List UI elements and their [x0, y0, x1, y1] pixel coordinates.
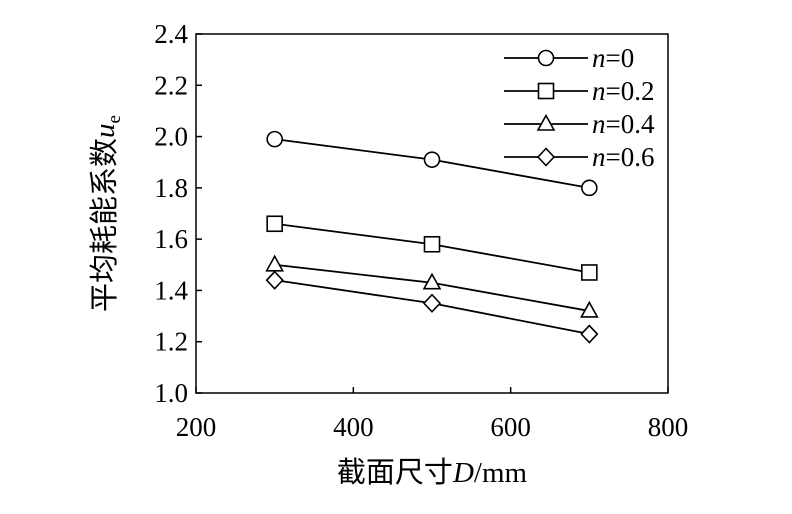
plot-frame: [195, 33, 669, 394]
data-point-diamond: [422, 293, 442, 313]
y-tick-label: 2.0: [154, 122, 188, 152]
y-tick-label: 1.0: [154, 378, 188, 408]
legend-label: n=0.2: [592, 76, 654, 106]
legend-marker-triangle: [536, 113, 556, 131]
y-tick-label: 1.2: [154, 327, 188, 357]
x-tick-label: 200: [176, 412, 217, 442]
x-tick-label: 600: [490, 412, 531, 442]
data-point-triangle: [265, 254, 285, 272]
data-point-diamond: [580, 324, 599, 344]
legend-label: n=0: [592, 43, 634, 73]
data-point-triangle: [422, 272, 442, 290]
legend: n=0n=0.2n=0.4n=0.6: [504, 43, 655, 172]
y-tick-label: 1.8: [154, 173, 188, 203]
legend-item: n=0.6: [504, 142, 654, 172]
y-axis-title: 平均耗能系数ue: [88, 115, 125, 312]
data-point-triangle: [579, 300, 599, 318]
legend-marker-circle: [537, 49, 555, 67]
x-axis-title: 截面尺寸D/mm: [337, 456, 528, 489]
legend-marker-diamond: [536, 147, 556, 167]
data-point-square: [266, 215, 283, 233]
legend-marker-square: [537, 82, 555, 100]
data-point-circle: [423, 151, 441, 168]
axes: 1.0 1.2 1.4 1.6 1.8 2.0 2.2 2.4 200 400 600 800 截面尺寸…: [88, 19, 688, 489]
data-point-square: [581, 264, 598, 281]
data-point-diamond: [265, 270, 284, 290]
legend-item: n=0.4: [504, 109, 655, 139]
series-layer: [265, 130, 599, 344]
legend-label: n=0.6: [592, 142, 654, 172]
data-point-square: [423, 235, 441, 253]
legend-item: n=0: [504, 43, 634, 73]
y-tick-label: 2.2: [154, 70, 188, 100]
legend-label: n=0.4: [592, 109, 655, 139]
series-0: [266, 130, 598, 197]
series-1: [266, 215, 598, 281]
y-tick-label: 1.6: [154, 224, 188, 254]
y-tick-label: 1.4: [154, 275, 188, 305]
x-tick-label: 400: [333, 412, 374, 442]
plot-area: [195, 33, 669, 394]
legend-item: n=0.2: [504, 76, 654, 106]
series-3: [265, 270, 599, 344]
data-point-circle: [266, 130, 283, 148]
x-tick-label: 800: [648, 412, 689, 442]
series-2: [265, 254, 599, 318]
data-point-circle: [581, 179, 598, 197]
y-tick-label: 2.4: [154, 19, 188, 49]
